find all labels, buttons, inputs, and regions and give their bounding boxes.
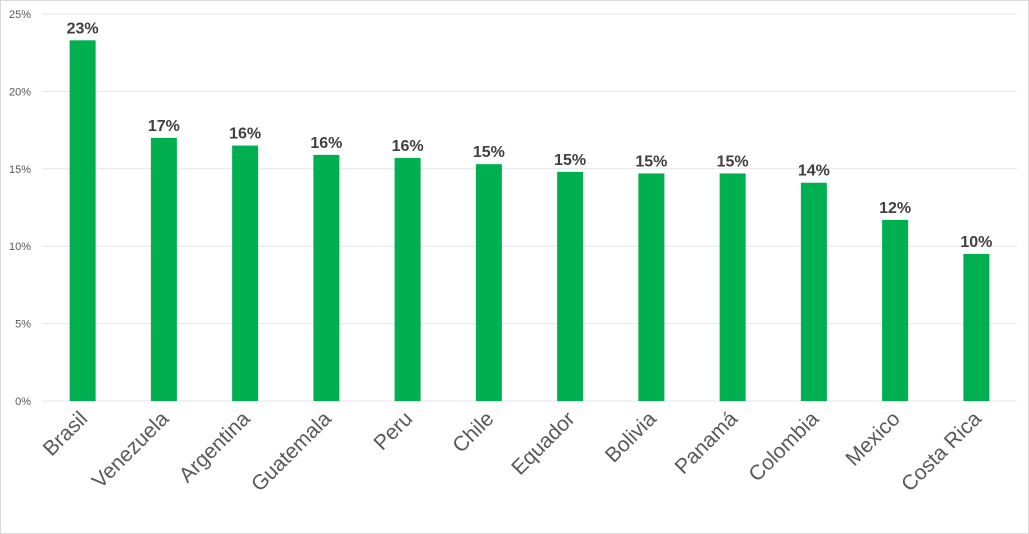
bar-mexico: [882, 219, 909, 401]
data-label: 15%: [554, 152, 586, 169]
data-label: 16%: [392, 138, 424, 155]
bar-costa-rica: [963, 253, 990, 401]
x-tick-label: Peru: [370, 407, 418, 455]
x-tick-label: Colombia: [744, 407, 823, 486]
bar-chile: [475, 164, 502, 401]
data-label: 15%: [635, 153, 667, 170]
data-label: 16%: [229, 126, 261, 143]
data-label: 15%: [717, 153, 749, 170]
gridlines: [42, 13, 1017, 402]
data-label: 12%: [879, 200, 911, 217]
x-tick-label: Venezuela: [88, 407, 174, 493]
y-tick-label: 0%: [15, 396, 31, 408]
x-tick-label: Guatemala: [247, 407, 336, 496]
x-tick-label: Equador: [507, 407, 579, 479]
bar-brasil: [69, 40, 96, 401]
x-tick-label: Panamá: [671, 407, 743, 479]
data-labels: 23% 17% 16% 16% 16% 15% 15% 15% 15% 14% 12% 10%: [67, 20, 993, 251]
x-tick-label: Argentina: [175, 407, 255, 487]
bar-venezuela: [150, 137, 177, 401]
data-label: 23%: [67, 20, 99, 37]
y-tick-label: 25%: [9, 9, 31, 21]
x-tick-label: Costa Rica: [897, 407, 986, 496]
bar-equador: [557, 171, 584, 401]
data-label: 17%: [148, 118, 180, 135]
bars: [69, 40, 990, 401]
data-label: 15%: [473, 144, 505, 161]
data-label: 14%: [798, 163, 830, 180]
data-label: 16%: [310, 135, 342, 152]
y-axis: 0% 5% 10% 15% 20% 25%: [9, 9, 31, 408]
bar-panamá: [719, 173, 746, 401]
y-tick-label: 10%: [9, 241, 31, 253]
data-label: 10%: [960, 234, 992, 251]
y-tick-label: 5%: [15, 319, 31, 331]
x-tick-label: Bolivia: [601, 407, 661, 467]
bar-peru: [394, 157, 421, 401]
x-tick-label: Chile: [448, 407, 498, 457]
bar-colombia: [800, 182, 827, 401]
bar-bolivia: [638, 173, 665, 401]
x-tick-label: Mexico: [841, 407, 904, 470]
y-tick-label: 20%: [9, 86, 31, 98]
bar-guatemala: [313, 154, 340, 401]
bar-argentina: [232, 145, 259, 401]
y-tick-label: 15%: [9, 164, 31, 176]
x-tick-label: Brasil: [39, 407, 92, 460]
